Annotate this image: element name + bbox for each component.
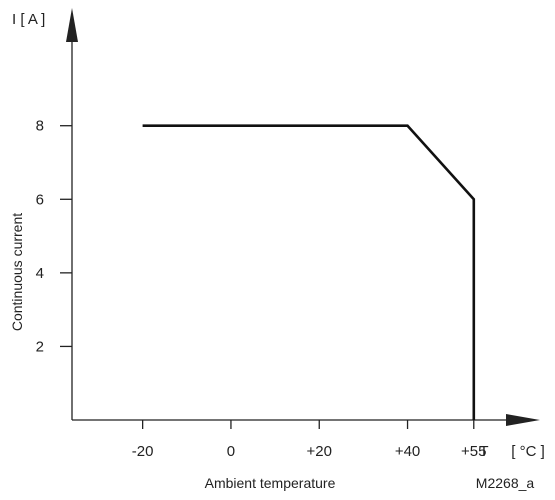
- x-tick-label-1: 0: [227, 443, 235, 460]
- y-tick-label-2: 6: [36, 191, 44, 208]
- x-tick-label-4: +55: [461, 443, 486, 460]
- x-tick-label-2: +20: [307, 443, 332, 460]
- x-axis-arrowhead: [506, 414, 540, 426]
- x-unit-symbol: T: [479, 443, 488, 460]
- y-ticks: 2 4 6 8: [36, 118, 72, 355]
- series-line-0: [142, 124, 476, 420]
- y-tick-label-1: 4: [36, 265, 44, 282]
- y-axis-title: Continuous current: [9, 213, 25, 331]
- series-layer: [142, 124, 476, 420]
- axes: [66, 8, 540, 426]
- x-tick-label-0: -20: [132, 443, 154, 460]
- x-axis-title: Ambient temperature: [205, 475, 336, 491]
- figure-code: M2268_a: [476, 475, 535, 491]
- x-tick-label-3: +40: [395, 443, 420, 460]
- y-tick-label-3: 8: [36, 118, 44, 135]
- y-axis-arrowhead: [66, 8, 78, 42]
- y-tick-label-0: 2: [36, 338, 44, 355]
- y-unit-label: I [ A ]: [12, 11, 45, 28]
- x-unit-label: [ °C ]: [511, 443, 545, 460]
- x-ticks: -20 0 +20 +40 +55: [132, 420, 487, 460]
